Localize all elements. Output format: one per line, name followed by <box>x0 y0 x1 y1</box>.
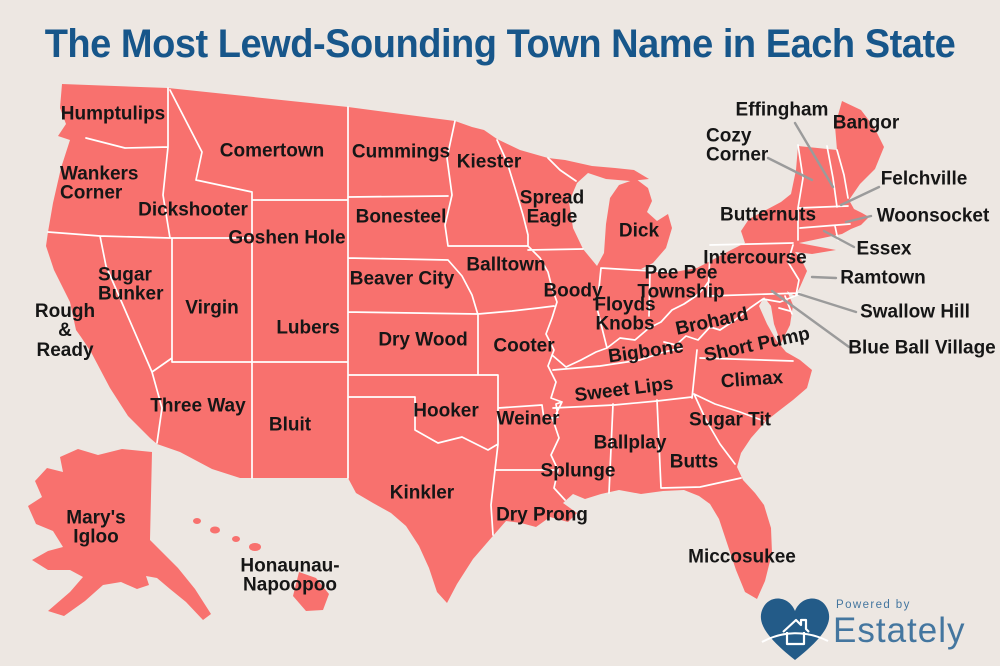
callout-line-ramtown <box>810 275 838 280</box>
callout-line-woonsocket <box>844 214 873 224</box>
estately-logo <box>760 598 830 660</box>
estately-brand-text: Estately <box>833 611 966 650</box>
hawaii-islands <box>193 518 329 611</box>
callout-line-cozy-corner <box>766 156 814 182</box>
us-mainland <box>46 84 884 603</box>
heart-house-icon <box>760 598 830 660</box>
powered-by-text: Powered by <box>836 599 911 611</box>
callout-line-swallow-hill <box>797 292 858 314</box>
state-borders <box>47 87 851 536</box>
callout-line-effingham <box>793 121 835 189</box>
page-title: The Most Lewd-Sounding Town Name in Each… <box>44 22 956 66</box>
callout-lines <box>766 121 881 349</box>
alaska <box>28 449 211 620</box>
callout-line-felchville <box>839 185 881 207</box>
callout-line-essex <box>822 229 856 249</box>
callout-line-blue-ball-village <box>770 289 851 349</box>
